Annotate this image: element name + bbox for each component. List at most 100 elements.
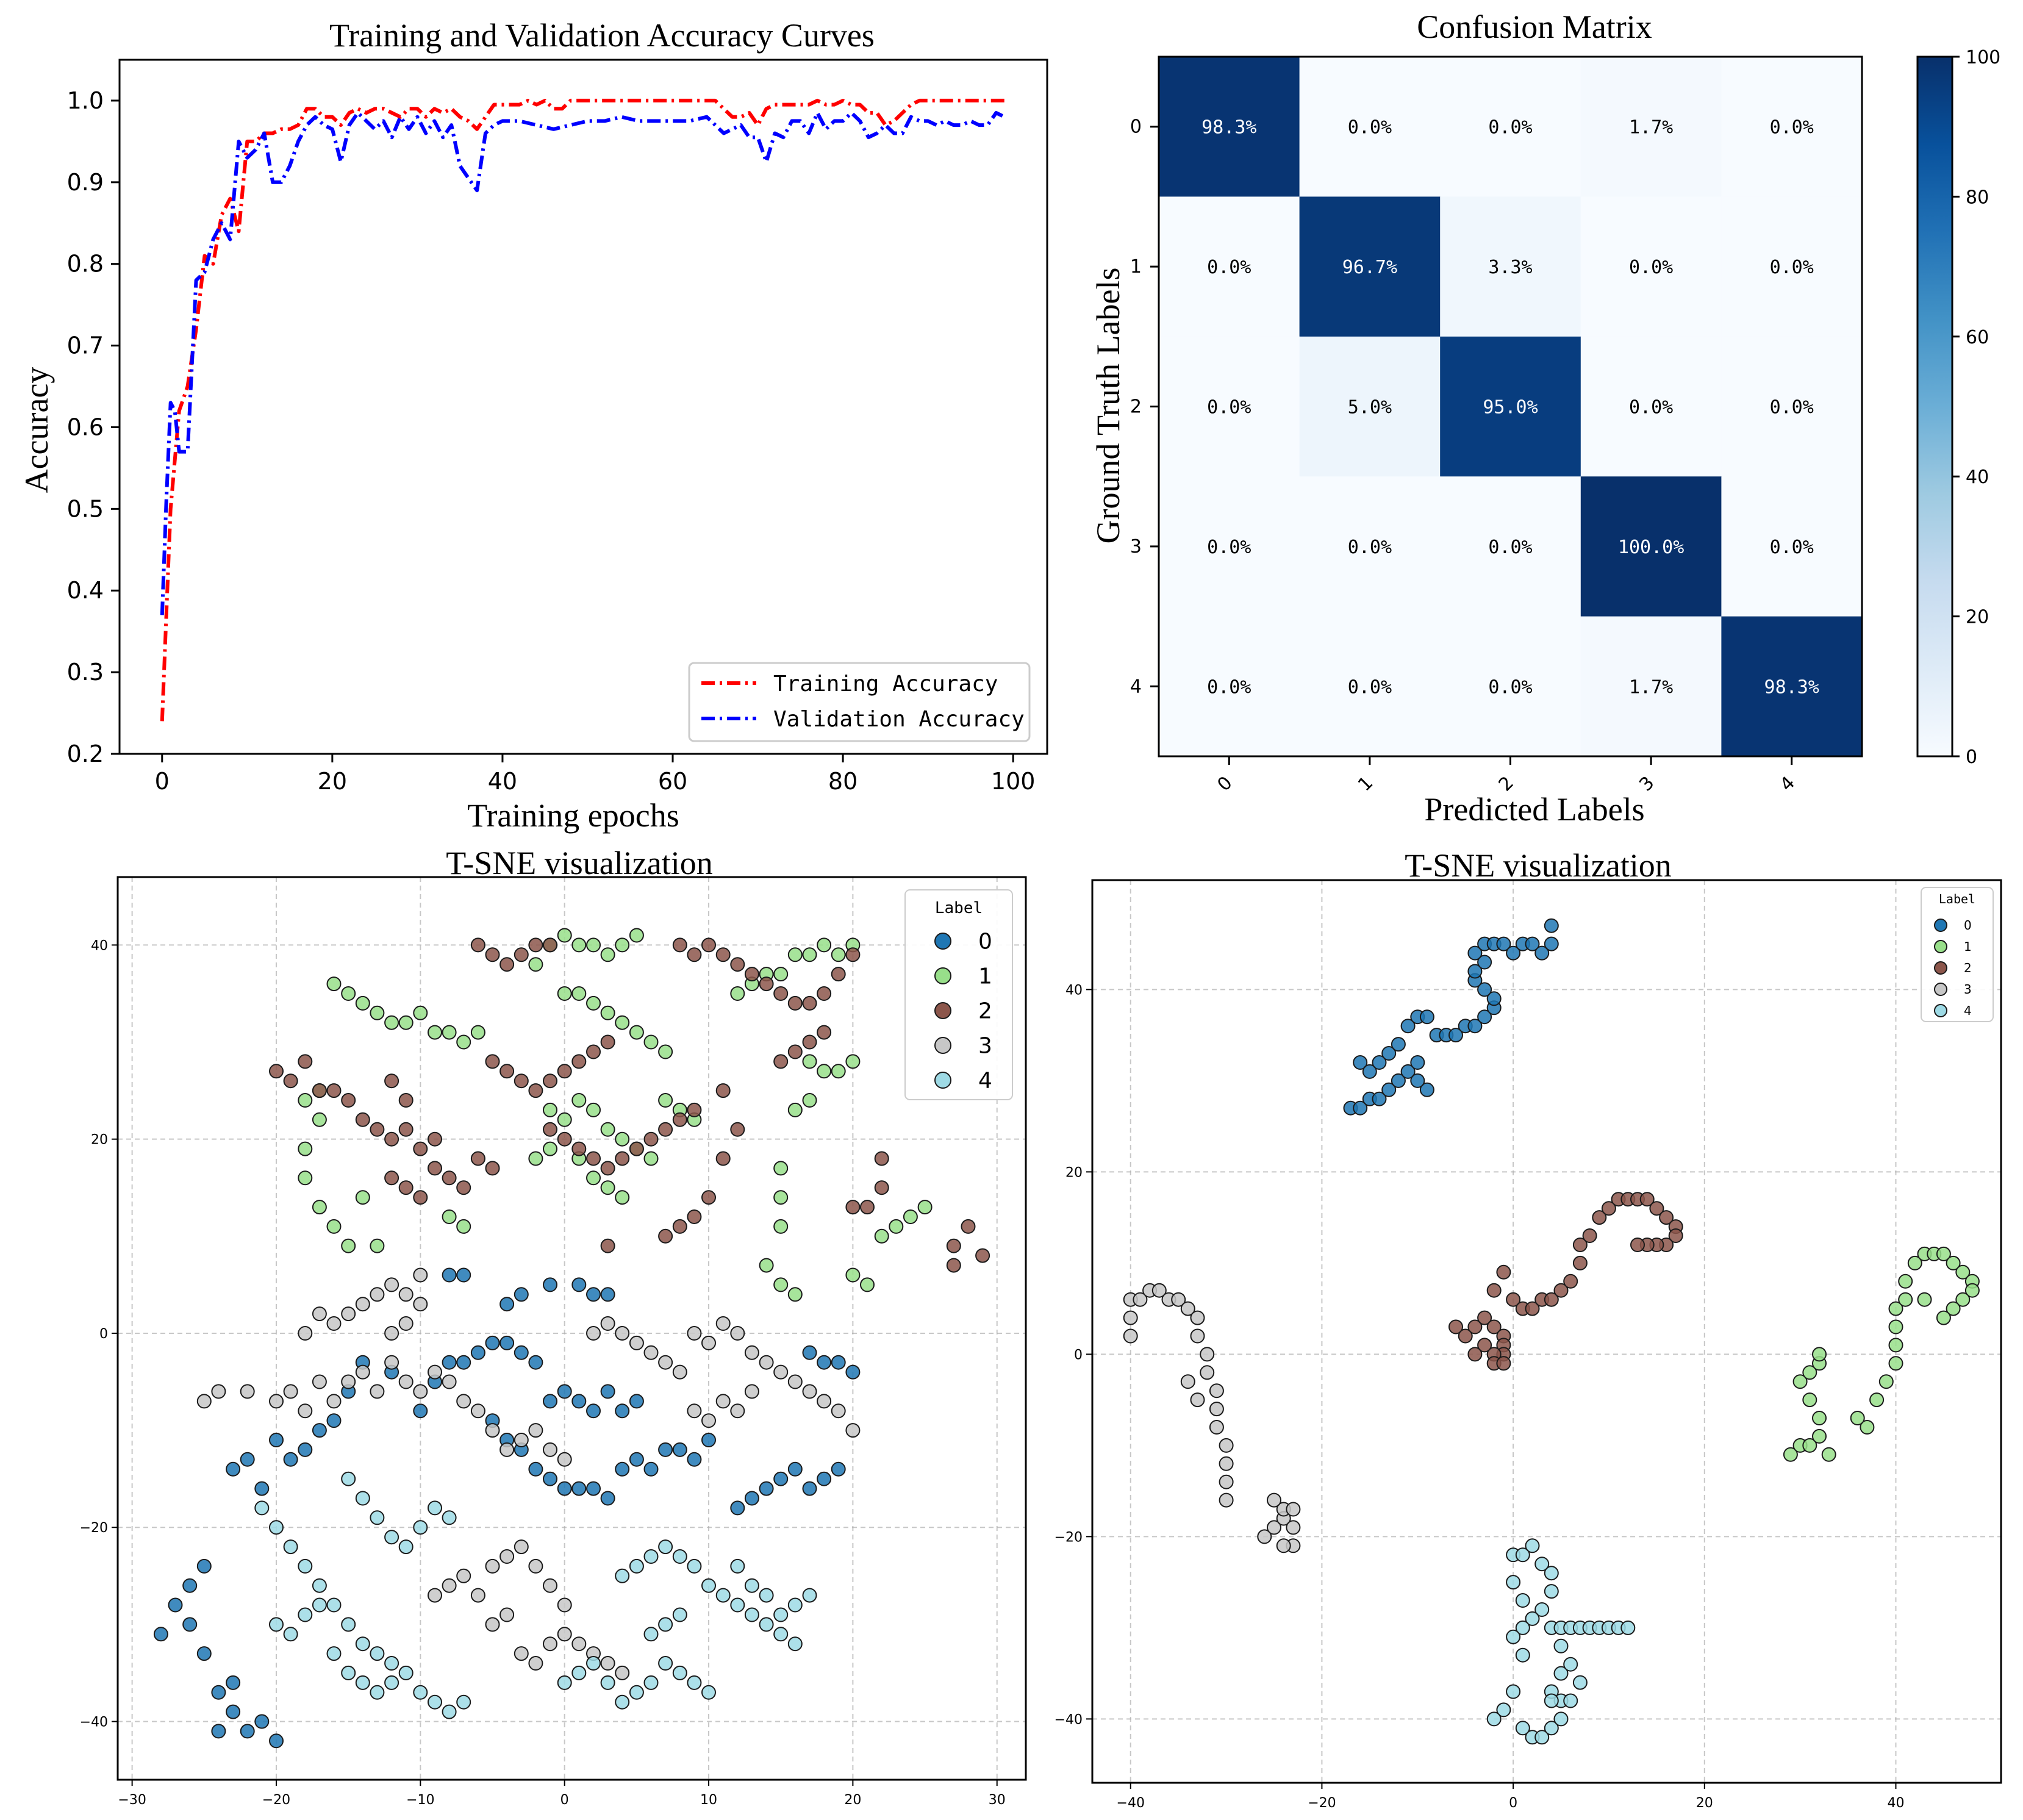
scatter-point-label-2 [715, 1151, 731, 1166]
scatter-legend-label: 4 [978, 1069, 992, 1094]
scatter-y-tick-label: 0 [99, 1327, 108, 1342]
scatter-legend-marker [1934, 961, 1947, 975]
scatter-point-label-2 [629, 1141, 644, 1156]
scatter-point-label-2 [845, 1200, 861, 1215]
scatter-point-label-3 [615, 1326, 630, 1341]
scatter-point-label-4 [283, 1539, 298, 1555]
training-accuracy-line [160, 98, 1005, 722]
scatter-point-label-0 [1486, 991, 1502, 1006]
scatter-point-label-4 [1544, 1693, 1559, 1708]
scatter-point-label-3 [413, 1297, 428, 1312]
scatter-point-label-2 [384, 1170, 399, 1186]
scatter-point-label-3 [1190, 1310, 1205, 1325]
scatter-point-label-2 [370, 1122, 385, 1137]
scatter-point-label-3 [413, 1267, 428, 1283]
confusion-cell [1721, 476, 1863, 617]
scatter-point-label-3 [499, 1607, 515, 1622]
confusion-cell-label: 98.3% [1201, 117, 1256, 138]
scatter-point-label-1 [1917, 1292, 1932, 1307]
scatter-point-label-3 [701, 1413, 716, 1428]
accuracy-y-tick-label: 1.0 [67, 87, 104, 114]
accuracy-x-tick-label: 0 [155, 768, 170, 795]
scatter-point-label-0 [1544, 936, 1559, 951]
scatter-point-label-1 [1898, 1274, 1913, 1289]
legend-box [688, 662, 1031, 742]
scatter-point-label-2 [817, 986, 832, 1001]
scatter-point-label-2 [946, 1238, 961, 1253]
scatter-point-label-2 [1477, 1310, 1492, 1325]
scatter-point-label-2 [744, 967, 759, 982]
scatter-point-label-1 [658, 1093, 673, 1108]
accuracy-y-tick-label: 0.9 [67, 169, 104, 196]
scatter-y-tick-label: 20 [91, 1133, 108, 1148]
colorbar-tick-label: 20 [1966, 607, 1989, 628]
scatter-point-label-3 [557, 1627, 572, 1642]
scatter-legend-marker [934, 967, 951, 984]
scatter-point-label-1 [845, 1054, 861, 1069]
scatter-point-label-1 [1792, 1374, 1808, 1389]
scatter-point-label-0 [643, 1461, 659, 1477]
scatter-point-label-4 [629, 1558, 644, 1574]
scatter-point-label-0 [831, 1355, 846, 1370]
scatter-point-label-1 [557, 986, 572, 1001]
accuracy-y-label: Accuracy [18, 367, 55, 493]
scatter-point-label-4 [398, 1665, 414, 1680]
scatter-point-label-3 [1200, 1365, 1215, 1380]
accuracy-legend: Training Accuracy Validation Accuracy [688, 662, 1031, 742]
confusion-y-tick-label: 4 [1130, 676, 1142, 697]
scatter-point-label-1 [341, 986, 356, 1001]
scatter-point-label-2 [1496, 1264, 1511, 1280]
scatter-point-label-0 [1391, 1073, 1406, 1088]
scatter-point-label-2 [643, 1131, 659, 1147]
scatter-point-label-3 [384, 1326, 399, 1341]
scatter-point-label-4 [1534, 1730, 1550, 1745]
scatter-point-label-1 [326, 976, 342, 992]
scatter-point-label-4 [759, 1617, 774, 1632]
scatter-point-label-1 [1812, 1347, 1827, 1362]
confusion-cell-label: 0.0% [1770, 117, 1814, 138]
scatter-point-label-4 [355, 1636, 370, 1652]
scatter-legend-title: Label [935, 899, 983, 917]
scatter-point-label-3 [196, 1394, 212, 1409]
scatter-point-label-1 [845, 1267, 861, 1283]
scatter-point-label-1 [600, 1005, 615, 1020]
scatter-point-label-0 [226, 1704, 241, 1719]
scatter-point-label-2 [1448, 1319, 1463, 1335]
scatter-point-label-0 [1372, 1091, 1387, 1106]
scatter-point-label-4 [759, 1588, 774, 1603]
scatter-point-label-4 [312, 1578, 327, 1593]
scatter-point-label-1 [528, 957, 543, 972]
scatter-point-label-3 [701, 1335, 716, 1350]
scatter-point-label-0 [442, 1267, 457, 1283]
scatter-legend-marker [1934, 919, 1947, 932]
scatter-point-label-1 [1812, 1428, 1827, 1444]
scatter-point-label-4 [744, 1578, 759, 1593]
scatter-point-label-4 [571, 1665, 587, 1680]
colorbar-tick-label: 60 [1966, 327, 1989, 348]
scatter-point-label-4 [658, 1617, 673, 1632]
confusion-cell [1299, 476, 1441, 617]
scatter-point-label-4 [312, 1597, 327, 1613]
scatter-point-label-2 [543, 1073, 557, 1089]
confusion-cell [1440, 476, 1581, 617]
scatter-point-label-4 [1620, 1620, 1636, 1635]
scatter-point-label-2 [514, 1073, 529, 1089]
scatter-point-label-4 [1506, 1629, 1521, 1644]
scatter-point-label-4 [384, 1675, 399, 1690]
scatter-point-label-3 [586, 1326, 601, 1341]
scatter-point-label-4 [629, 1685, 644, 1700]
scatter-point-label-0 [470, 1345, 485, 1360]
scatter-point-label-0 [499, 1297, 515, 1312]
confusion-cell [1299, 616, 1441, 757]
scatter-point-label-1 [600, 1122, 615, 1137]
scatter-point-label-0 [571, 1277, 587, 1292]
scatter-point-label-0 [456, 1267, 471, 1283]
scatter-point-label-0 [283, 1452, 298, 1467]
scatter-point-label-2 [557, 1131, 572, 1147]
tsne-right-title: T-SNE visualization [1405, 847, 1671, 884]
scatter-point-label-1 [831, 1064, 846, 1079]
scatter-point-label-4 [456, 1694, 471, 1710]
scatter-x-tick-label: 0 [1509, 1796, 1517, 1811]
scatter-point-label-4 [1544, 1566, 1559, 1581]
scatter-point-label-1 [398, 1015, 414, 1030]
